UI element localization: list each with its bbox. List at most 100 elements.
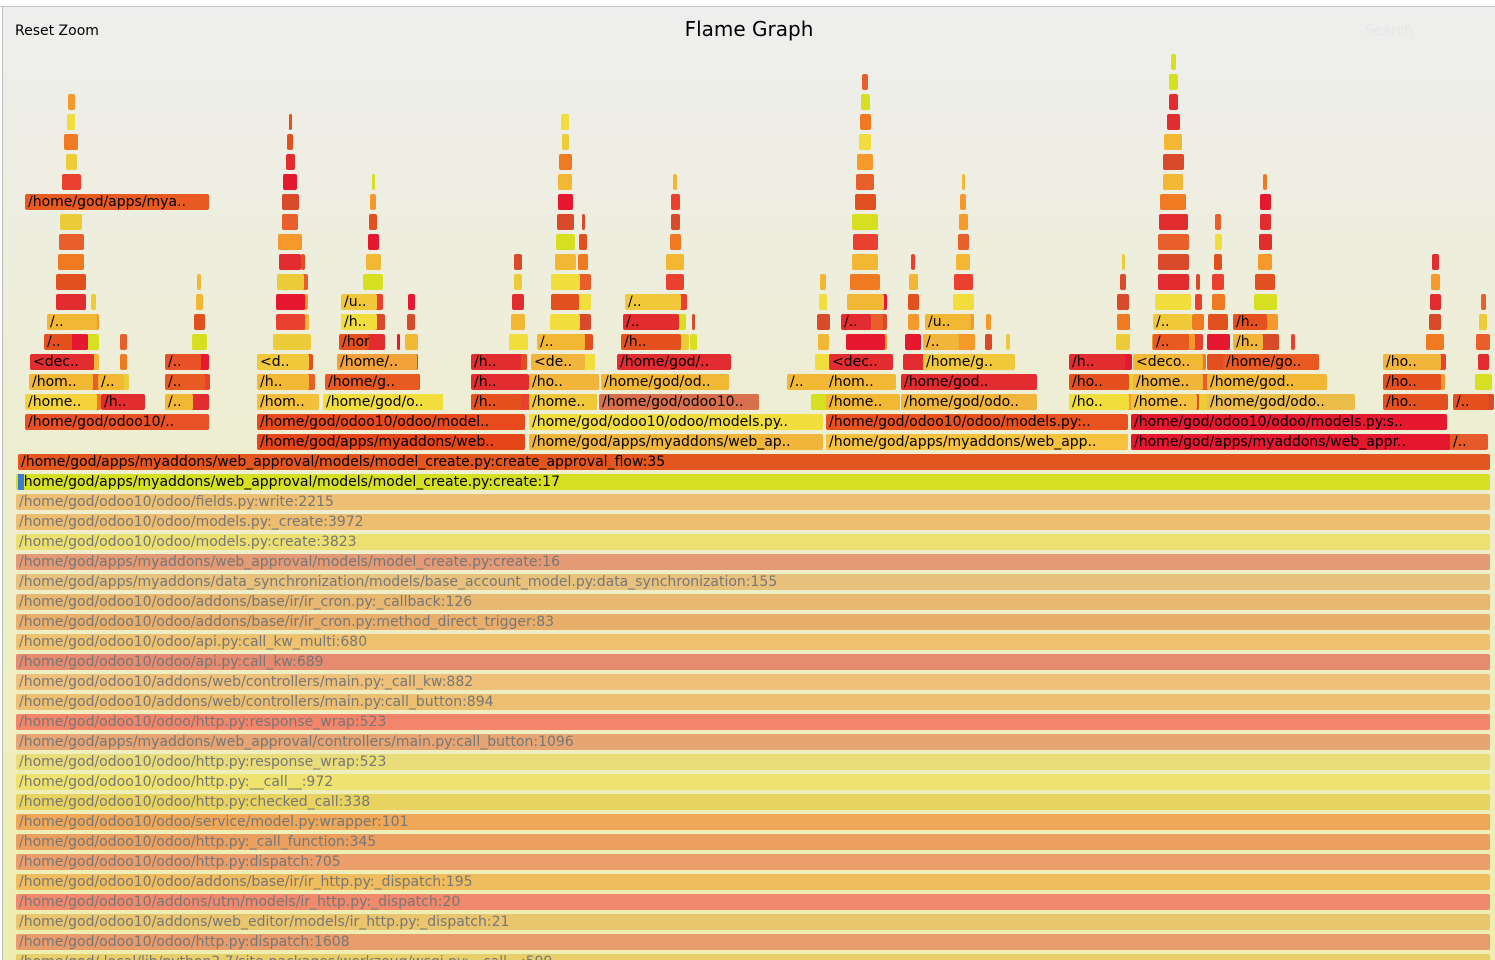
flame-frame[interactable]: /home..: [1133, 374, 1203, 390]
flame-frame[interactable]: /home/go..: [1223, 354, 1319, 370]
flame-frame[interactable]: [91, 294, 96, 310]
flame-frame[interactable]: [58, 254, 84, 270]
flame-frame[interactable]: [1193, 334, 1203, 350]
stack-frame[interactable]: /home/god/odoo10/odoo/api.py:call_kw:689: [16, 654, 1490, 670]
flame-frame[interactable]: <dec..: [829, 354, 893, 370]
flame-frame[interactable]: /h..: [471, 374, 521, 390]
flame-frame[interactable]: /hom..: [257, 394, 319, 410]
flame-frame[interactable]: [852, 254, 878, 270]
flame-frame[interactable]: [1430, 294, 1441, 310]
flame-frame[interactable]: [1158, 234, 1189, 250]
flame-frame[interactable]: /h..: [341, 314, 377, 330]
flame-frame[interactable]: [1155, 294, 1191, 310]
flame-frame[interactable]: [956, 254, 970, 270]
flame-frame[interactable]: [1476, 334, 1490, 350]
flame-frame[interactable]: [1260, 214, 1271, 230]
flame-frame[interactable]: [68, 94, 75, 110]
flame-frame[interactable]: [861, 94, 870, 110]
stack-frame[interactable]: /home/god/apps/myaddons/web_approval/con…: [16, 734, 1490, 750]
flame-frame[interactable]: [368, 234, 379, 250]
flame-frame[interactable]: [903, 354, 924, 370]
flame-frame[interactable]: [958, 234, 969, 250]
flame-frame[interactable]: [673, 174, 677, 190]
flame-frame[interactable]: [1122, 254, 1125, 270]
flame-frame[interactable]: /home..: [826, 394, 900, 410]
flame-frame[interactable]: [1475, 374, 1492, 390]
flame-frame[interactable]: [283, 174, 297, 190]
flame-frame[interactable]: [1479, 314, 1487, 330]
flame-frame[interactable]: [87, 334, 99, 350]
flame-frame[interactable]: [551, 294, 579, 310]
flame-frame[interactable]: [196, 294, 203, 310]
flame-frame[interactable]: /h..: [1069, 354, 1125, 370]
flame-frame[interactable]: [405, 334, 418, 350]
flame-frame[interactable]: /..: [1153, 334, 1189, 350]
flame-frame[interactable]: [1169, 74, 1178, 90]
flame-frame[interactable]: /home..: [529, 394, 597, 410]
flame-frame[interactable]: /home/god/..: [617, 354, 731, 370]
flame-frame[interactable]: /home/god/apps/myaddons/web_appr..: [1131, 434, 1451, 450]
flame-frame[interactable]: <deco..: [1133, 354, 1203, 370]
flame-frame[interactable]: /ho..: [1383, 394, 1441, 410]
flame-frame[interactable]: /..: [165, 374, 205, 390]
flame-frame[interactable]: [1196, 274, 1200, 290]
flame-frame[interactable]: /..: [165, 354, 201, 370]
flame-frame[interactable]: [1192, 314, 1204, 330]
flame-frame[interactable]: /home/god/odoo10/odoo/models.py:s..: [1131, 414, 1447, 430]
flame-frame[interactable]: /home/god/odo..: [1207, 394, 1355, 410]
flame-frame[interactable]: [407, 314, 415, 330]
flame-frame[interactable]: [561, 114, 569, 130]
flame-frame[interactable]: [550, 314, 580, 330]
flame-frame[interactable]: [1291, 334, 1295, 350]
flame-frame[interactable]: /h..: [1233, 334, 1263, 350]
stack-frame[interactable]: /home/god/odoo10/odoo/http.py:response_w…: [16, 714, 1490, 730]
flame-frame[interactable]: [64, 134, 78, 150]
flame-frame[interactable]: [908, 314, 919, 330]
flame-frame[interactable]: [289, 114, 292, 130]
flame-frame[interactable]: /home/god/odoo10/odoo/model..: [257, 414, 525, 430]
flame-frame[interactable]: [279, 254, 301, 270]
flame-frame[interactable]: /home/g..: [325, 374, 419, 390]
flame-frame[interactable]: [1215, 214, 1221, 230]
stack-frame[interactable]: /home/god/apps/myaddons/data_synchroniza…: [16, 574, 1490, 590]
flame-frame[interactable]: [860, 114, 871, 130]
flame-frame[interactable]: [369, 214, 377, 230]
flame-frame[interactable]: /..: [44, 334, 72, 350]
flame-frame[interactable]: /h..: [101, 394, 145, 410]
flame-frame[interactable]: <d..: [257, 354, 309, 370]
flame-frame[interactable]: [1208, 314, 1228, 330]
flame-frame[interactable]: [1212, 274, 1224, 290]
flame-frame[interactable]: /ho..: [1069, 394, 1129, 410]
flame-frame[interactable]: [666, 254, 684, 270]
flame-frame[interactable]: [511, 314, 525, 330]
flame-frame[interactable]: [1478, 354, 1489, 370]
flame-frame[interactable]: [575, 294, 591, 310]
stack-frame[interactable]: /home/god/apps/myaddons/web_approval/mod…: [16, 474, 1490, 490]
flame-frame[interactable]: [56, 294, 86, 310]
flame-frame[interactable]: [1195, 294, 1202, 310]
flame-frame[interactable]: [559, 154, 572, 170]
flame-frame[interactable]: [1259, 234, 1272, 250]
flame-frame[interactable]: [558, 194, 573, 210]
flame-frame[interactable]: [277, 274, 304, 290]
flame-frame[interactable]: /ho..: [1069, 374, 1129, 390]
flame-frame[interactable]: [857, 154, 873, 170]
flame-frame[interactable]: [1163, 154, 1184, 170]
stack-frame[interactable]: /home/god/odoo10/addons/utm/models/ir_ht…: [16, 894, 1490, 910]
flame-frame[interactable]: [67, 114, 75, 130]
flame-frame[interactable]: /h..: [1233, 314, 1267, 330]
stack-frame[interactable]: /home/god/odoo10/odoo/http.py:checked_ca…: [16, 794, 1490, 810]
flame-frame[interactable]: /hom..: [339, 334, 369, 350]
flame-frame[interactable]: [1258, 254, 1272, 270]
flame-frame[interactable]: /h..: [471, 354, 521, 370]
flame-frame[interactable]: [879, 314, 887, 330]
flame-frame[interactable]: [120, 334, 127, 350]
flame-frame[interactable]: /..: [1453, 394, 1488, 410]
stack-frame[interactable]: /home/god/odoo10/odoo/http.py:dispatch:1…: [16, 934, 1490, 950]
flame-frame[interactable]: [670, 234, 681, 250]
flame-frame[interactable]: [1432, 254, 1439, 270]
flame-frame[interactable]: [1431, 274, 1440, 290]
flame-frame[interactable]: [62, 174, 81, 190]
flame-frame[interactable]: [1214, 254, 1222, 270]
flame-frame[interactable]: /u..: [925, 314, 971, 330]
